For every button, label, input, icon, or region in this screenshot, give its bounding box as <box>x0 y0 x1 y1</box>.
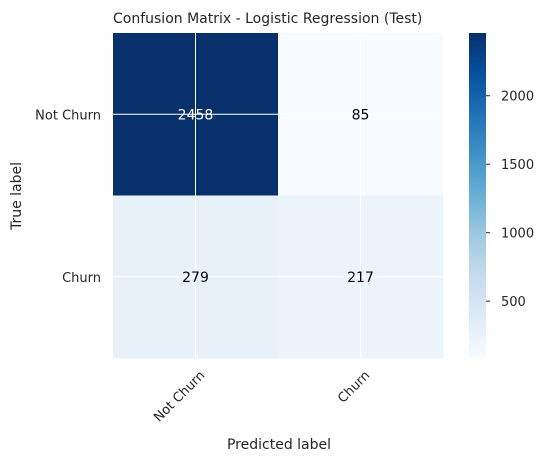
chart-title: Confusion Matrix - Logistic Regression (… <box>113 11 422 27</box>
x-axis-label: Predicted label <box>227 437 331 453</box>
cell-value-r1-c1: 217 <box>347 270 374 286</box>
x-tick-labels: Not Churn Churn <box>151 368 373 425</box>
colorbar-tick-label-2: 1500 <box>501 158 534 173</box>
colorbar-tick-label-1: 1000 <box>501 227 534 242</box>
colorbar <box>469 33 486 358</box>
cell-value-r0-c0: 2458 <box>178 107 214 123</box>
x-tick-label-0: Not Churn <box>151 368 208 425</box>
colorbar-tick-label-0: 500 <box>501 295 526 310</box>
y-tick-labels: Not Churn Churn <box>35 108 101 286</box>
colorbar-ticks: 500 1000 1500 2000 <box>486 90 534 310</box>
cell-labels: 2458 85 279 217 <box>178 107 374 286</box>
y-axis-label: True label <box>9 162 25 231</box>
cell-value-r0-c1: 85 <box>352 107 370 123</box>
gridlines <box>113 33 443 358</box>
y-tick-label-0: Not Churn <box>35 108 101 123</box>
cell-value-r1-c0: 279 <box>182 270 209 286</box>
x-tick-label-1: Churn <box>335 368 373 406</box>
colorbar-tick-label-3: 2000 <box>501 90 534 105</box>
y-tick-label-1: Churn <box>62 271 101 286</box>
heatmap-cells <box>113 33 444 359</box>
